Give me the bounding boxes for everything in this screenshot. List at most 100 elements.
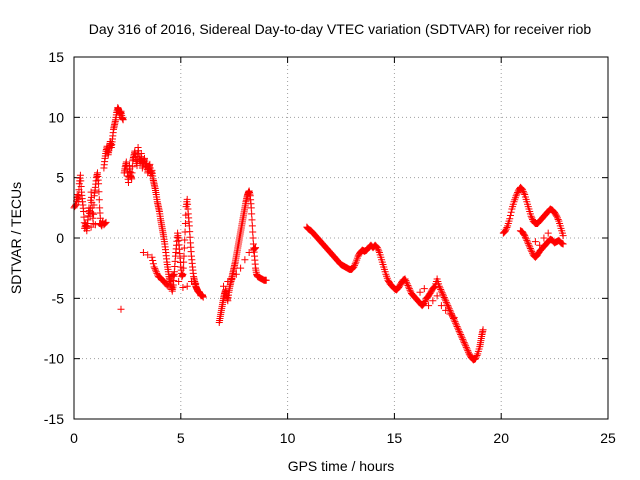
data-point-marker [519,187,527,195]
data-point-marker [526,243,534,251]
data-point-marker [526,244,534,252]
data-point-marker [463,345,471,353]
data-point-marker [464,347,472,355]
data-point-marker [438,289,446,297]
data-point-marker [139,248,147,256]
data-point-marker [151,265,159,273]
data-point-marker [117,305,125,313]
x-tick-label: 0 [70,430,78,446]
data-point-marker [446,310,454,318]
data-point-marker [249,234,257,242]
data-point-marker [375,247,383,255]
y-tick-label: 5 [56,170,64,186]
data-point-marker [245,248,253,256]
data-point-marker [553,214,561,222]
data-point-marker [512,192,520,200]
x-tick-labels: 0 5 10 15 20 25 [70,430,616,446]
data-point-marker [462,342,470,350]
x-tick-label: 20 [493,430,509,446]
data-point-marker [440,292,448,300]
x-tick-label: 25 [600,430,616,446]
data-point-marker [502,225,510,233]
data-point-marker [501,227,509,235]
data-point-marker [153,269,161,277]
data-point-marker [128,175,136,183]
data-point-marker [150,263,158,271]
data-point-marker [420,299,428,307]
data-point-marker [437,302,445,310]
data-point-marker [521,233,529,241]
data-point-marker [247,204,255,212]
data-point-marker [479,326,487,334]
data-point-marker [249,228,257,236]
data-point-marker [199,293,207,301]
data-point-marker [128,169,136,177]
data-point-marker [452,321,460,329]
data-point-marker [351,261,359,269]
data-point-marker [441,295,449,303]
x-tick-label: 10 [280,430,296,446]
data-point-marker [445,305,453,313]
y-tick-label: 15 [48,49,64,65]
data-point-marker [248,216,256,224]
data-point-marker [442,306,450,314]
data-point-marker [523,236,531,244]
data-point-marker [83,222,91,230]
chart-title: Day 316 of 2016, Sidereal Day-to-day VTE… [89,21,592,37]
data-point-marker [401,275,409,283]
data-point-marker [540,234,548,242]
data-point-marker [250,245,258,253]
data-point-marker [433,292,441,300]
data-point-marker [402,277,410,285]
x-tick-label: 5 [177,430,185,446]
data-point-marker [90,210,98,218]
data-point-marker [91,221,99,229]
data-point-marker [181,220,189,228]
data-point-marker [179,264,187,272]
data-point-marker [506,215,514,223]
data-point-marker [251,244,259,252]
series-segment-1 [70,104,207,313]
data-point-marker [164,282,172,290]
data-point-marker [181,236,189,244]
data-point-marker [95,196,103,204]
data-points [70,104,567,364]
data-point-marker [454,326,462,334]
data-point-marker [101,219,109,227]
data-point-marker [403,278,411,286]
data-point-marker [524,240,532,248]
data-point-marker [473,351,481,359]
data-point-marker [454,324,462,332]
data-point-marker [224,277,232,285]
data-point-marker [220,282,228,290]
data-point-marker [187,277,195,285]
data-point-marker [439,290,447,298]
data-point-marker [459,335,467,343]
data-point-marker [90,201,98,209]
data-point-marker [527,246,535,254]
y-axis-label: SDTVAR / TECUs [8,182,24,294]
data-point-marker [443,300,451,308]
data-point-marker [559,240,567,248]
data-point-marker [248,210,256,218]
data-point-marker [149,257,157,265]
data-point-marker [405,285,413,293]
data-point-marker [459,337,467,345]
x-axis-label: GPS time / hours [288,458,395,474]
data-point-marker [262,276,270,284]
data-point-marker [416,288,424,296]
y-tick-label: 0 [56,230,64,246]
data-point-marker [406,286,414,294]
data-point-marker [472,355,480,363]
plot-frame [73,56,609,420]
data-point-marker [241,256,249,264]
data-point-marker [180,258,188,266]
series-segment-2 [215,187,270,326]
y-tick-label: -15 [44,411,64,427]
data-point-marker [144,251,152,259]
grid [74,57,608,419]
data-point-marker [544,229,552,237]
data-point-marker [528,248,536,256]
data-point-marker [425,302,433,310]
data-point-marker [442,298,450,306]
